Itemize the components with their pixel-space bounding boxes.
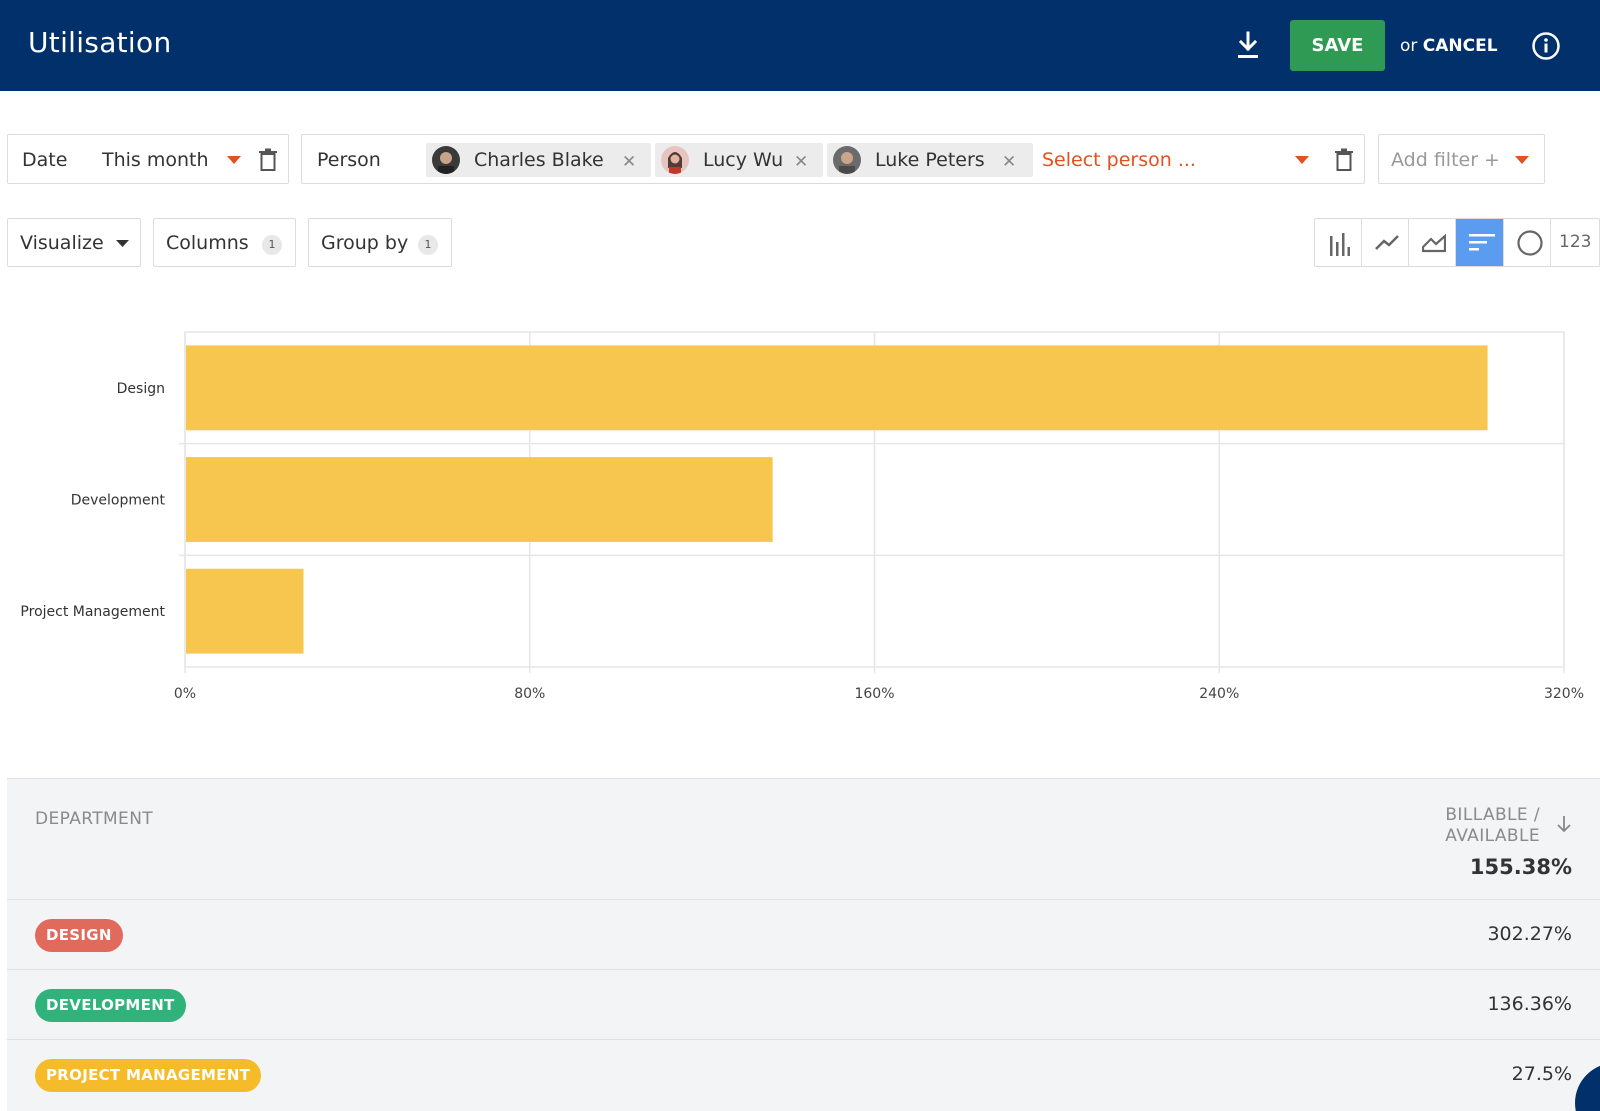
x-tick-label: 240% bbox=[1199, 686, 1239, 702]
page-title: Utilisation bbox=[28, 26, 172, 59]
chevron-down-icon[interactable] bbox=[1295, 156, 1309, 164]
billable-available-column-header[interactable]: BILLABLE / AVAILABLE bbox=[1445, 805, 1540, 847]
columns-label: Columns bbox=[166, 232, 249, 254]
avatar bbox=[833, 146, 861, 174]
chevron-down-icon[interactable] bbox=[1515, 156, 1529, 164]
info-icon[interactable] bbox=[1531, 31, 1561, 61]
add-filter-dropdown[interactable]: Add filter + bbox=[1378, 134, 1545, 184]
area-chart-icon bbox=[1422, 233, 1446, 253]
visualization-type-toggle: 123 bbox=[1314, 218, 1600, 267]
bar-chart-icon bbox=[1330, 233, 1350, 256]
department-column-header[interactable]: DEPARTMENT bbox=[35, 809, 154, 829]
trash-icon[interactable] bbox=[258, 148, 278, 172]
save-button[interactable]: SAVE bbox=[1290, 20, 1385, 71]
line-chart-button[interactable] bbox=[1362, 219, 1409, 266]
pie-chart-button[interactable] bbox=[1504, 219, 1551, 266]
person-filter-label: Person bbox=[317, 149, 381, 171]
group-by-label: Group by bbox=[321, 232, 409, 254]
line-chart-icon bbox=[1375, 235, 1399, 250]
date-filter-value[interactable]: This month bbox=[102, 149, 209, 171]
table-row[interactable]: DESIGN 302.27% bbox=[7, 899, 1600, 969]
department-tag: DESIGN bbox=[35, 919, 123, 952]
chevron-down-icon bbox=[116, 240, 129, 247]
y-category-label: Project Management bbox=[20, 604, 165, 620]
columns-button[interactable]: Columns 1 bbox=[153, 218, 296, 267]
total-value: 155.38% bbox=[1469, 855, 1572, 879]
select-person-input[interactable]: Select person ... bbox=[1042, 149, 1196, 171]
app-header: Utilisation SAVE or CANCEL bbox=[0, 0, 1600, 91]
sort-descending-icon[interactable] bbox=[1556, 815, 1572, 833]
y-category-label: Design bbox=[117, 381, 165, 397]
horizontal-bar-chart-button[interactable] bbox=[1456, 219, 1504, 266]
billable-header-line1: BILLABLE / bbox=[1445, 805, 1540, 825]
bar-project-management bbox=[186, 568, 304, 654]
person-chip-charles-blake[interactable]: Charles Blake ✕ bbox=[426, 143, 651, 177]
department-tag: DEVELOPMENT bbox=[35, 989, 186, 1022]
x-tick-label: 160% bbox=[854, 686, 894, 702]
billable-header-line2: AVAILABLE bbox=[1445, 826, 1540, 846]
person-chip-luke-peters[interactable]: Luke Peters ✕ bbox=[827, 143, 1033, 177]
chip-name: Lucy Wu bbox=[703, 149, 784, 171]
bar-design bbox=[186, 345, 1488, 431]
trash-icon[interactable] bbox=[1334, 148, 1354, 172]
table-row[interactable]: DEVELOPMENT 136.36% bbox=[7, 969, 1600, 1039]
bar-chart-svg: 0% 80% 160% 240% 320% Design Development Projec… bbox=[20, 331, 1584, 702]
chevron-down-icon[interactable] bbox=[227, 156, 241, 164]
number-view-button[interactable]: 123 bbox=[1551, 219, 1599, 266]
date-filter[interactable]: Date This month bbox=[7, 134, 289, 184]
close-icon[interactable]: ✕ bbox=[622, 152, 637, 172]
visualize-label: Visualize bbox=[20, 232, 104, 254]
row-value: 136.36% bbox=[1487, 993, 1572, 1015]
close-icon[interactable]: ✕ bbox=[1002, 152, 1017, 172]
visualize-button[interactable]: Visualize bbox=[7, 218, 141, 267]
add-filter-label: Add filter + bbox=[1391, 149, 1500, 171]
group-by-count-badge: 1 bbox=[418, 235, 438, 255]
x-tick-label: 0% bbox=[174, 686, 196, 702]
avatar bbox=[432, 146, 460, 174]
utilisation-table: DEPARTMENT BILLABLE / AVAILABLE 155.38% … bbox=[7, 778, 1600, 1111]
chip-name: Charles Blake bbox=[474, 149, 604, 171]
or-cancel: or CANCEL bbox=[1400, 36, 1498, 56]
chip-name: Luke Peters bbox=[875, 149, 985, 171]
group-by-button[interactable]: Group by 1 bbox=[308, 218, 452, 267]
person-chip-lucy-wu[interactable]: Lucy Wu ✕ bbox=[655, 143, 823, 177]
utilisation-chart: 0% 80% 160% 240% 320% Design Development Projec… bbox=[0, 320, 1600, 720]
y-category-label: Development bbox=[71, 493, 166, 509]
download-icon[interactable] bbox=[1236, 30, 1260, 60]
department-tag: PROJECT MANAGEMENT bbox=[35, 1059, 262, 1092]
avatar bbox=[661, 146, 689, 174]
table-row[interactable]: PROJECT MANAGEMENT 27.5% bbox=[7, 1039, 1600, 1109]
x-tick-label: 80% bbox=[514, 686, 545, 702]
vertical-bar-chart-button[interactable] bbox=[1315, 219, 1362, 266]
area-chart-button[interactable] bbox=[1409, 219, 1456, 266]
columns-count-badge: 1 bbox=[262, 235, 282, 255]
number-view-label: 123 bbox=[1559, 232, 1592, 252]
x-tick-label: 320% bbox=[1544, 686, 1584, 702]
bar-development bbox=[186, 457, 773, 542]
row-value: 27.5% bbox=[1511, 1063, 1572, 1085]
person-filter[interactable]: Person Charles Blake ✕ Lucy Wu ✕ Luke Pe… bbox=[301, 134, 1365, 184]
circle-icon bbox=[1517, 230, 1543, 256]
row-value: 302.27% bbox=[1487, 923, 1572, 945]
horizontal-bar-chart-icon bbox=[1469, 234, 1495, 251]
or-text: or bbox=[1400, 36, 1418, 56]
close-icon[interactable]: ✕ bbox=[794, 152, 809, 172]
cancel-button[interactable]: CANCEL bbox=[1422, 36, 1498, 56]
date-filter-label: Date bbox=[22, 149, 68, 171]
